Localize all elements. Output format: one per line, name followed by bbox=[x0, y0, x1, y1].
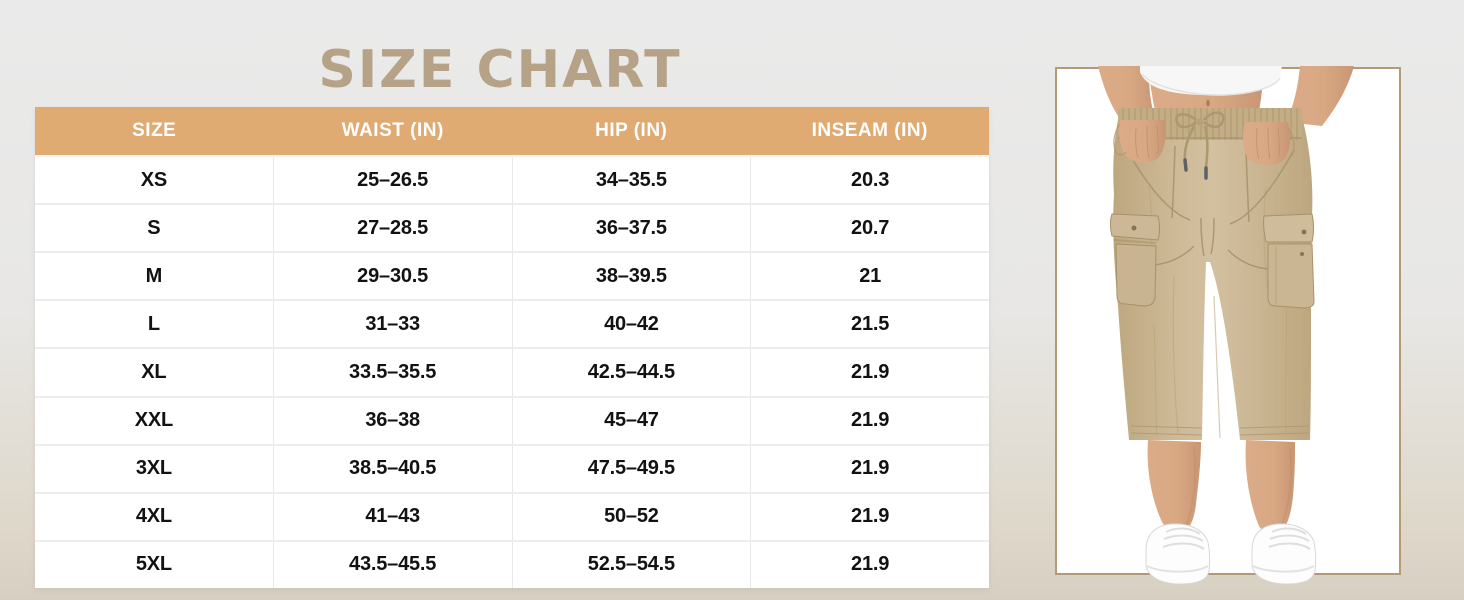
measurement-value: 29–30.5 bbox=[272, 253, 512, 300]
table-row: 4XL 41–43 50–52 21.9 bbox=[35, 491, 989, 540]
size-label: L bbox=[147, 312, 160, 335]
measurement-value: 42.5–44.5 bbox=[511, 349, 751, 396]
measurement-value: 47.5–49.5 bbox=[511, 445, 751, 492]
measurement-value: 36–38 bbox=[272, 397, 512, 444]
table-row: L 31–33 40–42 21.5 bbox=[35, 299, 989, 348]
crop-top bbox=[1140, 66, 1282, 96]
table-row: S 27–28.5 36–37.5 20.7 bbox=[35, 203, 989, 252]
left-sneaker bbox=[1145, 523, 1211, 585]
product-photo bbox=[1054, 66, 1402, 598]
measurement-value: 43.5–45.5 bbox=[272, 541, 512, 588]
column-header-0: SIZE bbox=[132, 120, 177, 141]
table-row: XL 33.5–35.5 42.5–44.5 21.9 bbox=[35, 347, 989, 396]
table-row: 3XL 38.5–40.5 47.5–49.5 21.9 bbox=[35, 443, 989, 492]
measurement-value: 45–47 bbox=[511, 397, 751, 444]
size-label: 3XL bbox=[135, 457, 172, 480]
measurement-value: 21.9 bbox=[750, 493, 989, 540]
right-pocket-seam bbox=[1229, 149, 1295, 225]
measurement-value: 40–42 bbox=[511, 301, 751, 348]
measurement-value: 21.9 bbox=[750, 541, 989, 588]
measurement-value: 41–43 bbox=[272, 493, 512, 540]
model-left-hand bbox=[1113, 120, 1166, 163]
table-row: XS 25–26.5 34–35.5 20.3 bbox=[35, 155, 989, 204]
table-row: M 29–30.5 38–39.5 21 bbox=[35, 251, 989, 300]
measurement-value: 21.9 bbox=[750, 445, 989, 492]
size-label: XS bbox=[140, 168, 168, 191]
measurement-value: 20.7 bbox=[750, 205, 989, 252]
model-right-hand bbox=[1243, 122, 1295, 165]
product-photo-illustration bbox=[1055, 66, 1401, 585]
measurement-value: 38.5–40.5 bbox=[272, 445, 512, 492]
size-label: XXL bbox=[134, 409, 174, 432]
table-row: 5XL 43.5–45.5 52.5–54.5 21.9 bbox=[35, 539, 989, 588]
measurement-value: 50–52 bbox=[511, 493, 751, 540]
column-header-2: HIP (IN) bbox=[595, 120, 668, 141]
drawstring bbox=[1175, 111, 1225, 169]
measurement-value: 27–28.5 bbox=[272, 205, 512, 252]
page-title: SIZE CHART bbox=[318, 40, 682, 100]
cargo-capri-pants bbox=[1113, 110, 1313, 440]
measurement-value: 21.9 bbox=[750, 349, 989, 396]
measurement-value: 52.5–54.5 bbox=[511, 541, 751, 588]
measurement-value: 31–33 bbox=[272, 301, 512, 348]
measurement-value: 20.3 bbox=[750, 157, 989, 204]
size-label: 5XL bbox=[135, 553, 172, 576]
size-chart-table: SIZE WAIST (IN) HIP (IN) INSEAM (IN) XS 25–2… bbox=[35, 107, 989, 588]
table-body: XS 25–26.5 34–35.5 20.3 S 27–28.5 36–37.5 20.7 M… bbox=[35, 155, 989, 588]
model-right-calf bbox=[1245, 440, 1295, 536]
measurement-value: 21.9 bbox=[750, 397, 989, 444]
table-header-row: SIZE WAIST (IN) HIP (IN) INSEAM (IN) bbox=[35, 107, 989, 155]
left-cargo-pocket bbox=[1110, 213, 1160, 307]
measurement-value: 21.5 bbox=[750, 301, 989, 348]
measurement-value: 21 bbox=[750, 253, 989, 300]
size-label: 4XL bbox=[135, 505, 172, 528]
table-row: XXL 36–38 45–47 21.9 bbox=[35, 395, 989, 444]
column-header-3: INSEAM (IN) bbox=[811, 120, 928, 141]
measurement-value: 34–35.5 bbox=[511, 157, 751, 204]
measurement-value: 25–26.5 bbox=[272, 157, 512, 204]
measurement-value: 38–39.5 bbox=[511, 253, 751, 300]
size-label: M bbox=[145, 264, 163, 287]
column-header-1: WAIST (IN) bbox=[341, 120, 444, 141]
measurement-value: 36–37.5 bbox=[511, 205, 751, 252]
size-label: S bbox=[147, 216, 161, 239]
right-cargo-pocket bbox=[1263, 213, 1315, 309]
model-left-calf bbox=[1147, 440, 1201, 535]
measurement-value: 33.5–35.5 bbox=[272, 349, 512, 396]
model-right-arm bbox=[1286, 66, 1354, 126]
right-sneaker bbox=[1251, 523, 1317, 585]
size-label: XL bbox=[141, 360, 167, 383]
navel bbox=[1206, 99, 1210, 107]
